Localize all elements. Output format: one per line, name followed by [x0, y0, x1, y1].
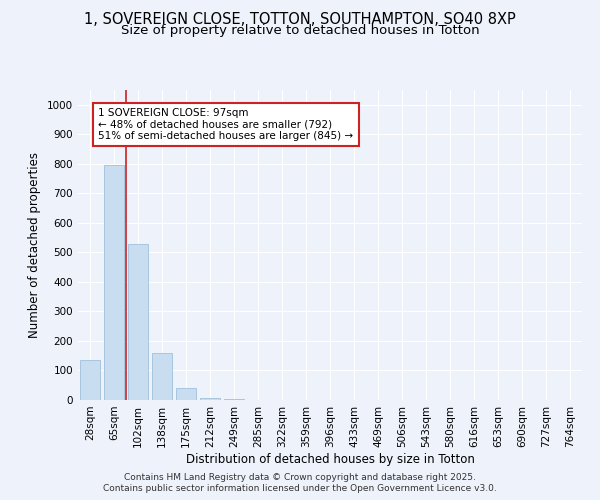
Text: Size of property relative to detached houses in Totton: Size of property relative to detached ho… [121, 24, 479, 37]
Bar [104, 166, 124, 400]
Y-axis label: Number of detached properties: Number of detached properties [28, 152, 41, 338]
Bar [200, 398, 220, 400]
Text: 1 SOVEREIGN CLOSE: 97sqm
← 48% of detached houses are smaller (792)
51% of semi-: 1 SOVEREIGN CLOSE: 97sqm ← 48% of detach… [98, 108, 353, 141]
Bar [176, 388, 196, 400]
Bar [80, 360, 100, 400]
Text: 1, SOVEREIGN CLOSE, TOTTON, SOUTHAMPTON, SO40 8XP: 1, SOVEREIGN CLOSE, TOTTON, SOUTHAMPTON,… [84, 12, 516, 28]
Text: Contains public sector information licensed under the Open Government Licence v3: Contains public sector information licen… [103, 484, 497, 493]
X-axis label: Distribution of detached houses by size in Totton: Distribution of detached houses by size … [185, 452, 475, 466]
Bar [128, 244, 148, 400]
Text: Contains HM Land Registry data © Crown copyright and database right 2025.: Contains HM Land Registry data © Crown c… [124, 472, 476, 482]
Bar [152, 353, 172, 400]
